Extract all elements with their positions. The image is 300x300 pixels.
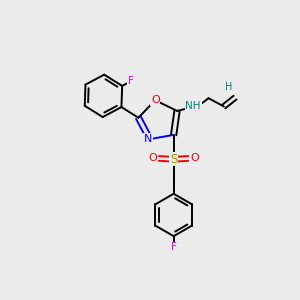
- Text: H: H: [225, 82, 232, 92]
- Text: O: O: [190, 153, 199, 164]
- Text: NH: NH: [185, 101, 201, 112]
- Text: N: N: [144, 134, 152, 144]
- Text: O: O: [151, 95, 160, 105]
- Text: S: S: [170, 152, 177, 166]
- Text: F: F: [171, 242, 177, 252]
- Text: F: F: [128, 76, 134, 86]
- Text: O: O: [149, 153, 158, 164]
